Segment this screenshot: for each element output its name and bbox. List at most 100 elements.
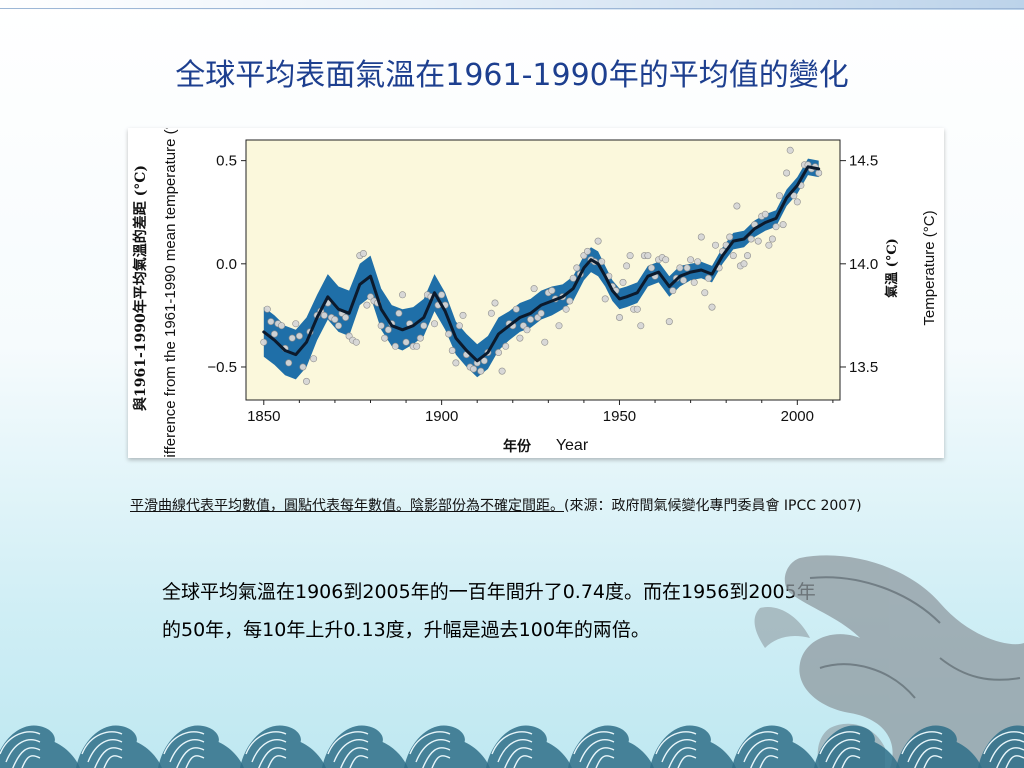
annual-point [278,322,286,330]
annual-point [743,252,751,260]
annual-point [690,278,698,286]
annual-point [694,258,702,266]
annual-point [445,330,453,338]
wave-crest-icon [76,725,162,768]
wave-crest-icon [0,725,80,768]
annual-point [381,334,389,342]
plot-frame [245,139,841,401]
annual-point [537,309,545,317]
annual-point [459,311,467,319]
annual-point [384,326,392,334]
annual-point [708,303,716,311]
annual-point [299,363,307,371]
annual-point [662,256,670,264]
annual-point [619,278,627,286]
annual-point [815,169,823,177]
wave-crest-icon [240,725,326,768]
chart-frame: 1850 1900 1950 2000 −0.5 0.0 0.5 13.5 14.0 14.5 與… [128,108,944,468]
y-right-tick-label: 14.5 [849,153,878,170]
annual-point [594,237,602,245]
annual-point [271,330,279,338]
annual-point [477,367,485,375]
annual-point [452,359,460,367]
temperature-chart: 1850 1900 1950 2000 −0.5 0.0 0.5 13.5 14.0 14.5 與… [128,108,944,468]
annual-point [747,235,755,243]
annual-point [267,318,275,326]
annual-point [295,332,303,340]
wave-border-decoration [0,725,1024,768]
annual-point [765,241,773,249]
annual-point [541,338,549,346]
annual-point [448,347,456,355]
y-right-tick-label: 13.5 [849,359,878,376]
annual-point [729,252,737,260]
annual-point [516,334,524,342]
figure-caption: 平滑曲線代表平均數值，圓點代表每年數值。陰影部份為不確定間距。(來源：政府間氣候… [130,490,930,522]
annual-point [687,256,695,264]
annual-point [697,233,705,241]
annual-point [288,334,296,342]
annual-point [754,237,762,245]
annual-point [555,322,563,330]
annual-point [626,252,634,260]
annual-point [335,322,343,330]
annual-point [676,264,684,272]
smooth-curve-line [262,165,821,363]
annual-point [786,146,794,154]
uncertainty-band [263,158,819,380]
annual-point [573,264,581,272]
annual-point [701,289,709,297]
annual-point [260,338,268,346]
annual-point [775,192,783,200]
annual-point [615,314,623,322]
x-tick-label: 1850 [247,408,280,425]
wave-crest-icon [486,725,572,768]
annual-point [566,297,574,305]
annual-point [704,274,712,282]
annual-point [391,342,399,350]
caption-description: 平滑曲線代表平均數值，圓點代表每年數值。陰影部份為不確定間距。 [130,498,564,514]
y-left-tick-label: 0.0 [216,256,237,273]
ylabel-left: Difference from the 1961-1990 mean tempe… [162,128,179,458]
annual-point [768,235,776,243]
ylabel-left-cn: 與1961-1990年平均氣溫的差距 (°C) [132,165,149,411]
annual-point [644,252,652,260]
annual-point [569,274,577,282]
annual-point [377,322,385,330]
wave-crest-icon [732,725,818,768]
caption-source: (來源：政府間氣候變化專門委員會 IPCC 2007) [564,498,862,514]
y-right-tick-label: 14.0 [849,256,878,273]
wave-crest-icon [404,725,490,768]
x-tick-label: 1900 [425,408,458,425]
annual-point [413,342,421,350]
annual-point [470,365,478,373]
annual-point [502,342,510,350]
ylabel-right: Temperature (°C) [921,210,938,325]
annual-point [623,262,631,270]
annual-point [733,202,741,210]
annual-point [416,334,424,342]
wave-crest-icon [896,725,982,768]
y-left-tick-label: −0.5 [207,359,237,376]
annual-point [491,299,499,307]
annual-point [783,169,791,177]
body-line-1: 全球平均氣溫在1906到2005年的一百年間升了0.74度。而在1956到200… [162,581,816,603]
slide-title: 全球平均表面氣溫在1961-1990年的平均值的變化 [175,58,849,93]
annual-point [779,221,787,229]
annual-point [772,223,780,231]
annual-point [601,295,609,303]
body-paragraph: 全球平均氣溫在1906到2005年的一百年間升了0.74度。而在1956到200… [162,573,932,649]
annual-point [665,318,673,326]
annual-point [790,192,798,200]
annual-point [633,305,641,313]
annual-point [793,198,801,206]
annual-point [637,322,645,330]
annual-point [669,287,677,295]
y-left-tick-label: 0.5 [216,153,237,170]
top-accent-bar [0,0,1024,10]
wave-crest-icon [978,725,1024,768]
annual-point [359,250,367,258]
annual-point [512,305,520,313]
annual-point [438,291,446,299]
annual-point [598,258,606,266]
